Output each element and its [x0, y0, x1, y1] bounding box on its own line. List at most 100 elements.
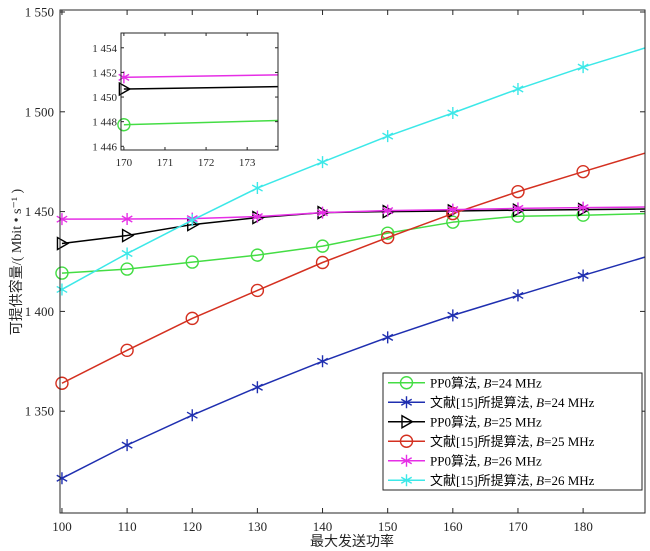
- inset-y-tick-label: 1 450: [92, 92, 117, 104]
- inset-y-tick-label: 1 448: [92, 117, 117, 129]
- x-axis-label: 最大发送功率: [310, 533, 394, 550]
- legend-entry-label: 文献[15]所提算法, B=26 MHz: [430, 473, 595, 488]
- series-5-point: [447, 203, 459, 216]
- legend-marker: [401, 414, 414, 429]
- series-6-point: [121, 247, 133, 260]
- series-4-point: [380, 230, 395, 245]
- series-1-point: [120, 262, 134, 276]
- series-4-point: [250, 283, 265, 298]
- x-tick-label: 110: [118, 519, 137, 534]
- series-5-point: [577, 201, 589, 214]
- series-5-point: [512, 202, 524, 215]
- series-1-point: [250, 248, 265, 262]
- legend-entry: PP0算法, B=26 MHz: [388, 453, 542, 468]
- y-tick-label: 1 550: [25, 4, 54, 19]
- y-tick-label: 1 500: [25, 104, 54, 119]
- series-6-point: [577, 61, 589, 74]
- legend-entry: 文献[15]所提算法, B=26 MHz: [388, 473, 595, 488]
- inset-series-2-line: [123, 85, 278, 90]
- series-1-line: [61, 212, 645, 274]
- x-tick-label: 160: [443, 519, 463, 534]
- series-6-point: [447, 106, 459, 119]
- legend-entry: PP0算法, B=24 MHz: [388, 375, 542, 390]
- x-tick-label: 180: [573, 519, 593, 534]
- series-4-point: [55, 376, 69, 390]
- legend-marker: [400, 454, 413, 467]
- series-3-point: [121, 228, 135, 243]
- series-2-point: [447, 309, 459, 322]
- x-tick-label: 130: [248, 519, 268, 534]
- series-2-point: [316, 355, 329, 368]
- series-4: [55, 152, 645, 390]
- series-2-line: [61, 256, 645, 479]
- inset-x-tick-label: 171: [157, 157, 174, 169]
- series-1-point: [185, 255, 199, 269]
- legend-entry-label: PP0算法, B=25 MHz: [430, 414, 542, 429]
- x-tick-label: 100: [52, 519, 72, 534]
- series-4-point: [576, 164, 590, 179]
- y-tick-label: 1 350: [25, 404, 54, 419]
- series-5-line: [61, 206, 645, 220]
- legend-entry-label: 文献[15]所提算法, B=24 MHz: [430, 395, 595, 410]
- inset-y-tick-label: 1 452: [92, 67, 117, 79]
- inset-series-2: [118, 81, 278, 97]
- x-tick-label: 150: [378, 519, 398, 534]
- inset-plot-background: [121, 33, 278, 150]
- series-2-point: [577, 269, 589, 282]
- series-2-point: [512, 289, 524, 302]
- series-2: [56, 256, 645, 485]
- series-5: [56, 201, 645, 226]
- x-tick-label: 140: [313, 519, 333, 534]
- inset-series-3-point: [118, 71, 130, 84]
- legend: PP0算法, B=24 MHz 文献[15]所提算法, B=24 MHz PP0算法…: [382, 372, 643, 491]
- series-6-point: [382, 130, 394, 143]
- series-6-point: [512, 83, 524, 96]
- series-1-point: [446, 215, 460, 229]
- legend-entry: PP0算法, B=25 MHz: [388, 414, 542, 429]
- series-2-point: [251, 381, 263, 394]
- inset-series-2-point: [118, 81, 132, 97]
- series-1-point: [315, 239, 330, 253]
- legend-marker: [399, 434, 414, 448]
- series-6-line: [61, 47, 645, 291]
- series-5-point: [251, 210, 263, 223]
- series-5-point: [121, 212, 133, 225]
- series-6: [56, 47, 645, 296]
- legend-entry-label: PP0算法, B=26 MHz: [430, 453, 542, 468]
- series-5-point: [56, 213, 68, 226]
- series-3-point: [252, 210, 265, 225]
- y-tick-label: 1 450: [25, 204, 54, 219]
- inset-y-tick-label: 1 446: [92, 141, 117, 153]
- inset-series-3-line: [123, 74, 278, 79]
- series-3-point: [187, 217, 200, 232]
- legend-marker: [400, 396, 413, 409]
- series-4-point: [120, 343, 134, 358]
- x-tick-label: 120: [182, 519, 202, 534]
- series-5-point: [382, 204, 394, 217]
- legend-box: [382, 372, 643, 491]
- series-1-point: [55, 266, 69, 280]
- inset-series-1-point: [117, 118, 131, 132]
- inset-plot: 170 171 172 173 1 446 1 448 1 450 1 452 1 454: [92, 32, 279, 169]
- inset-series-1-line: [123, 119, 278, 126]
- y-axis-label: 可提供容量/( Mbit • s⁻¹ ): [8, 188, 25, 335]
- series-4-point: [315, 255, 330, 270]
- series-1-point: [380, 226, 395, 240]
- series-4-line: [61, 152, 645, 384]
- series-2-point: [186, 409, 198, 422]
- inset-x-tick-label: 173: [239, 157, 256, 169]
- legend-entry-label: 文献[15]所提算法, B=25 MHz: [430, 434, 595, 449]
- inset-y-tick-label: 1 454: [92, 43, 117, 55]
- y-tick-label: 1 400: [25, 304, 54, 319]
- series-6-point: [186, 214, 198, 227]
- series-4-point: [511, 184, 525, 199]
- inset-series-3: [118, 71, 278, 84]
- axes-frame: [59, 9, 646, 514]
- inset-x-tick-label: 170: [116, 157, 133, 169]
- series-5-point: [316, 206, 329, 219]
- x-tick-label: 170: [508, 519, 528, 534]
- legend-marker: [399, 376, 414, 390]
- series-3-point: [382, 204, 396, 219]
- inset-x-tick-label: 172: [198, 157, 215, 169]
